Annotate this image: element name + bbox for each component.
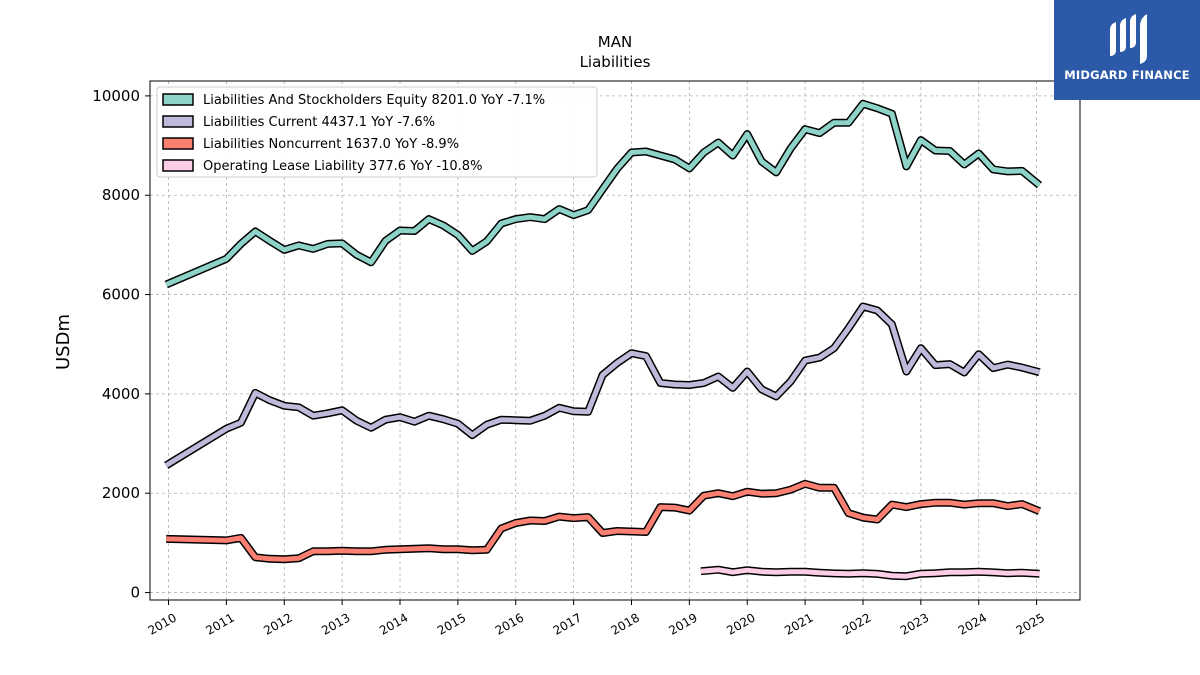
series-layer xyxy=(164,99,1043,581)
series-line xyxy=(166,481,1041,562)
chart-title: MAN xyxy=(598,33,632,51)
legend-swatch xyxy=(162,159,194,172)
x-tick-label: 2017 xyxy=(551,610,584,637)
series-0 xyxy=(164,99,1043,289)
series-line xyxy=(164,304,1041,468)
legend-swatch xyxy=(162,115,194,128)
brand-logo: MIDGARD FINANCE xyxy=(1054,0,1200,100)
y-tick-label: 6000 xyxy=(102,286,140,304)
series-2 xyxy=(166,479,1042,564)
x-tick-label: 2013 xyxy=(319,610,352,637)
y-tick-label: 8000 xyxy=(102,186,140,204)
x-tick-label: 2019 xyxy=(666,610,699,637)
series-line-outline xyxy=(166,479,1042,564)
series-line xyxy=(700,567,1040,579)
midgard-logo-icon xyxy=(1110,14,1147,64)
x-tick-label: 2022 xyxy=(840,610,873,637)
x-tick-label: 2018 xyxy=(609,610,642,637)
x-tick-label: 2014 xyxy=(377,610,410,637)
x-tick-label: 2024 xyxy=(956,610,989,637)
legend-box xyxy=(156,86,598,178)
plot-frame xyxy=(149,80,1081,601)
legend-label: Liabilities And Stockholders Equity 8201… xyxy=(203,93,545,108)
y-tick-label: 4000 xyxy=(102,385,140,403)
y-tick-label: 10000 xyxy=(92,87,140,105)
x-tick-label: 2010 xyxy=(146,610,179,637)
y-tick-label: 2000 xyxy=(102,484,140,502)
x-tick-label: 2016 xyxy=(493,610,526,637)
x-tick-label: 2021 xyxy=(782,610,815,637)
series-line-outline xyxy=(164,302,1041,469)
x-tick-label: 2020 xyxy=(724,610,757,637)
x-tick-label: 2011 xyxy=(203,610,236,637)
x-tick-label: 2023 xyxy=(898,610,931,637)
series-3 xyxy=(700,565,1040,581)
chart-subtitle: Liabilities xyxy=(580,53,651,71)
legend-label: Operating Lease Liability 377.6 YoY -10.… xyxy=(203,159,482,174)
logo-text: MIDGARD FINANCE xyxy=(1064,68,1190,82)
legend-label: Liabilities Current 4437.1 YoY -7.6% xyxy=(203,115,435,130)
legend-swatch xyxy=(162,93,194,106)
legend: Liabilities And Stockholders Equity 8201… xyxy=(156,86,598,178)
legend-label: Liabilities Noncurrent 1637.0 YoY -8.9% xyxy=(203,137,459,152)
x-tick-label: 2012 xyxy=(261,610,294,637)
series-1 xyxy=(164,302,1041,469)
y-axis-label: USDm xyxy=(53,314,74,370)
y-tick-label: 0 xyxy=(130,584,140,602)
series-line xyxy=(165,101,1042,287)
legend-swatch xyxy=(162,137,194,150)
x-tick-label: 2015 xyxy=(435,610,468,637)
x-tick-label: 2025 xyxy=(1014,610,1047,637)
